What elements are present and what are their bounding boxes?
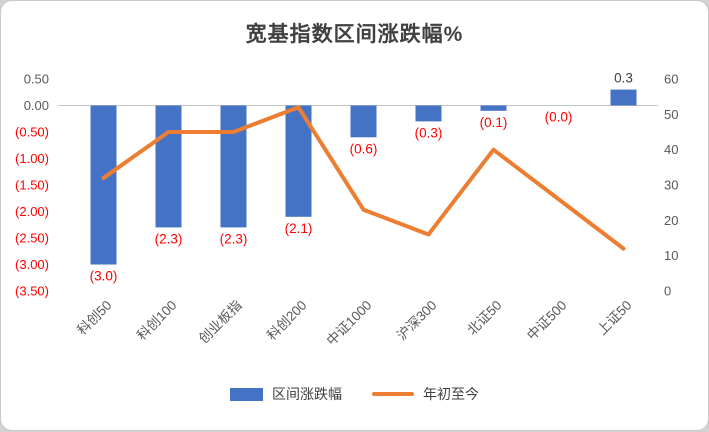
left-axis-tick-2: (0.50): [15, 125, 49, 140]
category-label-6: 北证50: [464, 298, 504, 338]
line-series-swatch: [372, 392, 414, 396]
right-axis-tick-1: 50: [664, 107, 678, 122]
category-label-1: 科创100: [134, 298, 180, 344]
bar-label-0: (3.0): [90, 269, 118, 284]
category-label-4: 中证1000: [324, 298, 375, 349]
category-label-3: 科创200: [264, 298, 310, 344]
bar-5: [415, 105, 442, 122]
left-axis-tick-8: (3.50): [15, 284, 49, 299]
line-series: [101, 105, 626, 251]
bar-6: [480, 105, 507, 111]
bar-8: [610, 89, 637, 106]
chart-legend: 区间涨跌幅 年初至今: [1, 384, 708, 404]
right-axis-tick-5: 10: [664, 248, 678, 263]
right-axis-tick-0: 60: [664, 72, 678, 87]
chart-title: 宽基指数区间涨跌幅%: [245, 23, 464, 46]
bar-label-4: (0.6): [350, 141, 378, 156]
bar-2: [220, 105, 247, 228]
bar-label-3: (2.1): [285, 221, 313, 236]
bar-label-8: 0.3: [614, 71, 633, 86]
category-label-5: 沪深300: [394, 298, 440, 344]
left-axis-tick-3: (1.00): [15, 151, 49, 166]
bar-label-6: (0.1): [480, 115, 508, 130]
bar-label-7: (0.0): [545, 110, 573, 125]
bar-label-1: (2.3): [155, 231, 183, 246]
category-label-7: 中证500: [524, 298, 570, 344]
right-axis-tick-6: 0: [664, 284, 671, 299]
left-axis-tick-1: 0.00: [24, 98, 49, 113]
legend-label-bar-series: 区间涨跌幅: [272, 386, 342, 402]
right-axis-tick-2: 40: [664, 142, 678, 157]
category-label-0: 科创50: [74, 298, 114, 338]
bar-0: [90, 105, 117, 265]
left-axis-tick-4: (1.50): [15, 178, 49, 193]
bar-series-swatch: [230, 387, 263, 401]
legend-label-line-series: 年初至今: [423, 386, 479, 402]
bar-label-2: (2.3): [220, 231, 248, 246]
category-label-8: 上证50: [594, 298, 634, 338]
legend-item-line-series: 年初至今: [372, 384, 479, 404]
right-axis-tick-3: 30: [664, 178, 678, 193]
bar-4: [350, 105, 377, 138]
bar-label-5: (0.3): [415, 125, 443, 140]
legend-item-bar-series: 区间涨跌幅: [230, 384, 342, 404]
left-axis-tick-5: (2.00): [15, 204, 49, 219]
left-axis-tick-0: 0.50: [24, 72, 49, 87]
category-label-2: 创业板指: [196, 298, 245, 347]
right-axis-tick-4: 20: [664, 213, 678, 228]
left-axis-tick-6: (2.50): [15, 231, 49, 246]
bar-1: [155, 105, 182, 228]
left-axis-tick-7: (3.00): [15, 257, 49, 272]
